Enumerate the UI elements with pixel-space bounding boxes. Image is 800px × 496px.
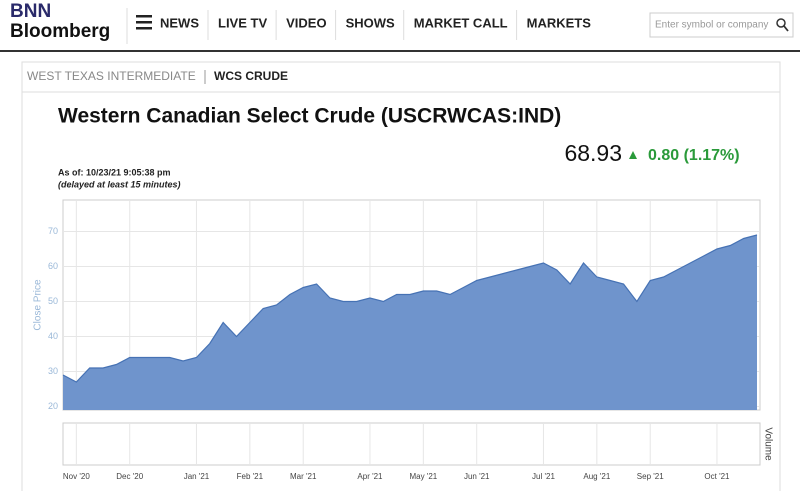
line bbox=[62, 234, 758, 383]
tab[interactable]: WEST TEXAS INTERMEDIATE bbox=[27, 69, 196, 83]
price: 68.93 bbox=[564, 140, 622, 166]
quote-title: Western Canadian Select Crude (USCRWCAS:… bbox=[58, 105, 561, 128]
x-tick-label: Dec '20 bbox=[116, 472, 143, 481]
x-tick-label: Apr '21 bbox=[357, 472, 383, 481]
x-tick-label: Jan '21 bbox=[184, 472, 210, 481]
x-tick-label: Jul '21 bbox=[532, 472, 555, 481]
y-axis-label: Close Price bbox=[33, 279, 44, 331]
delay-note: (delayed at least 15 minutes) bbox=[58, 179, 181, 189]
nav-item[interactable]: MARKET CALL bbox=[414, 15, 508, 30]
x-tick-label: Mar '21 bbox=[290, 472, 317, 481]
y-tick-label: 30 bbox=[48, 366, 58, 376]
nav-item[interactable]: NEWS bbox=[160, 15, 199, 30]
x-tick-label: Aug '21 bbox=[583, 472, 610, 481]
x-tick-label: Jun '21 bbox=[464, 472, 490, 481]
y-tick-label: 70 bbox=[48, 226, 58, 236]
menu-icon[interactable] bbox=[136, 15, 152, 30]
logo-top[interactable]: BNN bbox=[10, 1, 51, 22]
nav-item[interactable]: SHOWS bbox=[346, 15, 395, 30]
search-placeholder: Enter symbol or company bbox=[655, 20, 768, 31]
volume-pane bbox=[62, 422, 761, 466]
x-tick-label: May '21 bbox=[409, 472, 437, 481]
y-tick-label: 40 bbox=[48, 331, 58, 341]
x-tick-label: Feb '21 bbox=[237, 472, 264, 481]
nav-item[interactable]: MARKETS bbox=[527, 15, 592, 30]
nav: NEWS LIVE TV VIDEO SHOWS MARKET CALL MARKETS bbox=[160, 10, 591, 40]
search-icon-handle bbox=[783, 25, 789, 32]
logo-bottom[interactable]: Bloomberg bbox=[10, 21, 110, 42]
price-change: 0.80 (1.17%) bbox=[648, 147, 740, 164]
search-box[interactable] bbox=[649, 12, 794, 38]
y-tick-label: 60 bbox=[48, 261, 58, 271]
y-tick-label: 20 bbox=[48, 401, 58, 411]
up-arrow bbox=[629, 151, 637, 159]
x-tick-label: Nov '20 bbox=[63, 472, 90, 481]
as-of: As of: 10/23/21 9:05:38 pm bbox=[58, 167, 171, 177]
x-tick-label: Oct '21 bbox=[704, 472, 730, 481]
search-icon[interactable] bbox=[776, 18, 786, 28]
tab-active[interactable]: WCS CRUDE bbox=[214, 69, 288, 83]
y-tick-label: 50 bbox=[48, 296, 58, 306]
nav-item[interactable]: LIVE TV bbox=[218, 15, 267, 30]
nav-item[interactable]: VIDEO bbox=[286, 15, 326, 30]
area bbox=[63, 235, 757, 410]
volume-label: Volume bbox=[762, 427, 773, 461]
x-tick-label: Sep '21 bbox=[637, 472, 664, 481]
